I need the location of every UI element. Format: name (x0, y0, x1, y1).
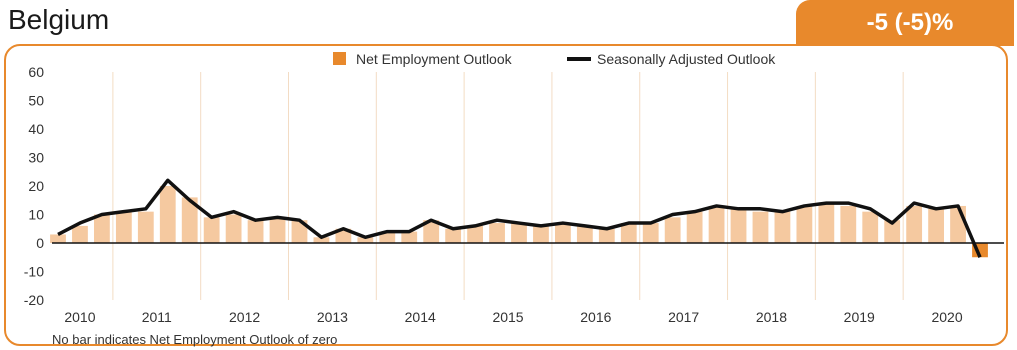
bar (467, 225, 483, 243)
y-tick-label: 50 (28, 93, 44, 109)
bar (291, 220, 308, 243)
bar (774, 211, 791, 243)
legend-bar-swatch (333, 52, 346, 65)
bar (94, 214, 110, 243)
bar (533, 225, 549, 243)
bar (598, 228, 615, 243)
bar (357, 237, 374, 243)
bar (115, 211, 132, 243)
bar (752, 211, 769, 243)
bar (313, 237, 330, 243)
bar (269, 217, 286, 243)
bar (225, 214, 242, 243)
x-year-label: 2019 (844, 309, 875, 325)
bar (884, 220, 901, 243)
bar (72, 225, 88, 243)
bar (511, 223, 527, 243)
bar (555, 223, 571, 243)
bar (159, 186, 176, 243)
footnote: No bar indicates Net Employment Outlook … (52, 332, 337, 347)
x-year-label: 2016 (580, 309, 611, 325)
x-year-label: 2017 (668, 309, 699, 325)
x-year-label: 2014 (405, 309, 436, 325)
bar (664, 217, 681, 243)
seasonally-adjusted-line (57, 178, 982, 258)
bar (928, 208, 944, 243)
y-tick-label: 0 (36, 235, 44, 251)
y-tick-label: 30 (28, 150, 44, 166)
x-year-label: 2013 (317, 309, 348, 325)
bar (906, 205, 923, 243)
bar (950, 205, 966, 243)
bar (335, 228, 352, 243)
headline-value: -5 (-5)% (866, 9, 954, 36)
bar (796, 205, 813, 243)
bar (576, 225, 593, 243)
bar (686, 211, 703, 243)
bar (840, 205, 857, 243)
y-tick-label: 60 (28, 64, 44, 80)
bar (181, 197, 198, 243)
bar (730, 208, 747, 243)
bar (137, 211, 154, 243)
bar (708, 205, 725, 243)
x-year-label: 2012 (229, 309, 260, 325)
country-title: Belgium (8, 4, 110, 35)
x-year-label: 2015 (492, 309, 523, 325)
x-year-label: 2011 (142, 309, 172, 325)
x-year-label: 2018 (756, 309, 787, 325)
headline-value-badge: -5 (-5)% (796, 0, 1014, 46)
bar (401, 231, 418, 243)
bar (642, 223, 659, 243)
y-tick-label: 20 (28, 178, 44, 194)
legend-line-label: Seasonally Adjusted Outlook (597, 51, 776, 67)
bar (203, 217, 220, 243)
bar (423, 220, 440, 243)
bar (445, 228, 462, 243)
x-year-label: 2020 (931, 309, 962, 325)
bar (818, 203, 835, 243)
y-tick-label: 10 (28, 207, 44, 223)
y-tick-label: -20 (24, 292, 44, 308)
bar (379, 231, 396, 243)
legend-bar-label: Net Employment Outlook (356, 51, 513, 67)
bar (620, 223, 637, 243)
bar (489, 223, 505, 243)
y-tick-label: 40 (28, 121, 44, 137)
bar (862, 211, 879, 243)
y-tick-label: -10 (24, 264, 44, 280)
bar (247, 220, 264, 243)
bar (50, 234, 66, 243)
x-year-label: 2010 (64, 309, 95, 325)
